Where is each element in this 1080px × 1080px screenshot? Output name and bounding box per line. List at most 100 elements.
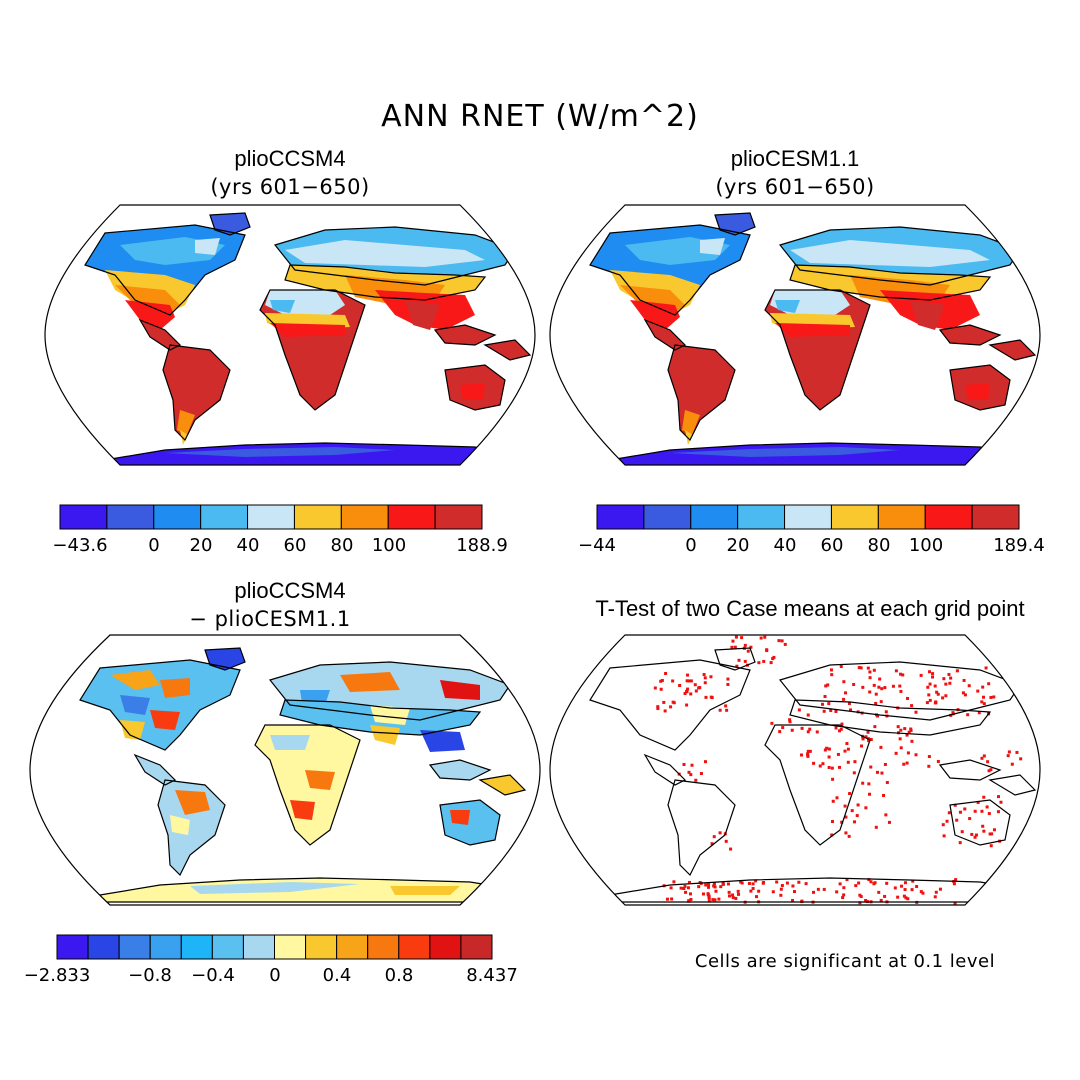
panel-c-map-border [29,634,541,906]
significance-dot [982,702,986,706]
significance-dot [755,895,759,899]
significance-dot [665,897,669,901]
significance-dot [761,881,765,885]
significance-dot [844,815,848,819]
significance-dot [840,820,844,824]
significance-dot [669,886,673,890]
panel-b-map-border [549,204,1041,466]
significance-dot [905,733,909,737]
significance-dot [925,701,929,705]
significance-dot [763,635,767,639]
significance-dot [780,884,784,888]
significance-dot [935,690,939,694]
significance-dot [682,762,686,766]
significance-dot [816,887,820,891]
significance-dot [903,727,907,731]
significance-dot [955,669,959,673]
significance-dot [847,701,851,705]
significance-dot [672,880,676,884]
significance-dot [962,678,966,682]
significance-dot [839,665,843,669]
panel-d-note: Cells are significant at 0.1 level [695,951,995,972]
significance-dot [980,700,984,704]
panel-b-subtitle: (yrs 601−650) [715,175,874,199]
significance-dot [981,824,985,828]
significance-dot [927,764,931,768]
significance-dot [861,781,865,785]
colorbar-tick-label: 100 [372,535,406,556]
significance-dot [759,636,763,640]
significance-dot [703,676,707,680]
significance-dot [765,649,769,653]
colorbar-tick-label: 0 [148,535,159,556]
significance-dot [942,834,946,838]
significance-dot [689,773,693,777]
significance-dot [954,878,958,882]
significance-dot [688,892,692,896]
significance-dot [859,666,863,670]
significance-dot [883,894,887,898]
significance-dot [852,771,856,775]
significance-dot [931,675,935,679]
significance-dot [966,713,970,717]
significance-dot [857,666,861,670]
significance-dot [869,738,873,742]
significance-dot [963,693,967,697]
colorbar-swatch [398,934,431,960]
colorbar-tick-label: 188.9 [456,535,508,556]
significance-dot [686,687,690,691]
significance-dot [724,839,728,843]
significance-dot [980,809,984,813]
significance-dot [992,695,996,699]
colorbar-swatch [784,504,832,530]
significance-dot [739,880,743,884]
colorbar-tick-label: 20 [727,535,750,556]
significance-dot [834,726,838,730]
panel-b-title: plioCESM1.1 [731,146,859,171]
significance-dot [663,709,667,713]
colorbar-swatch [106,504,155,530]
significance-dot [669,705,673,709]
significance-dot [874,701,878,705]
significance-dot [976,689,980,693]
significance-dot [934,890,938,894]
significance-dots [653,635,1023,905]
significance-dot [836,752,840,756]
significance-dot [735,664,739,668]
significance-dot [909,727,913,731]
significance-dot [955,818,959,822]
colorbar-swatch [336,934,369,960]
colorbar-tick-label: −0.8 [128,965,172,986]
significance-dot [927,693,931,697]
significance-dot [867,782,871,786]
significance-dot [936,692,940,696]
significance-dot [926,685,930,689]
significance-dot [830,833,834,837]
significance-dot [879,700,883,704]
significance-dot [831,799,835,803]
significance-dot [687,899,691,903]
significance-dot [866,666,870,670]
significance-dot [967,684,971,688]
significance-dot [1019,757,1023,761]
significance-dot [823,695,827,699]
colorbar-tick-label: −2.833 [24,965,91,986]
significance-dot [934,700,938,704]
significance-dot [858,901,862,905]
significance-dot [874,692,878,696]
colorbar-tick-label: 20 [190,535,213,556]
significance-dot [928,698,932,702]
significance-dot [830,673,834,677]
colorbar-swatch [305,934,338,960]
significance-dot [985,805,989,809]
significance-dot [830,766,834,770]
significance-dot [992,828,996,832]
significance-dot [778,730,782,734]
significance-dot [694,689,698,693]
significance-dot [846,760,850,764]
significance-dot [945,819,949,823]
colorbar-swatch [118,934,151,960]
significance-dot [827,702,831,706]
colorbar-tick-label: 8.437 [466,965,518,986]
significance-dot [780,639,784,643]
